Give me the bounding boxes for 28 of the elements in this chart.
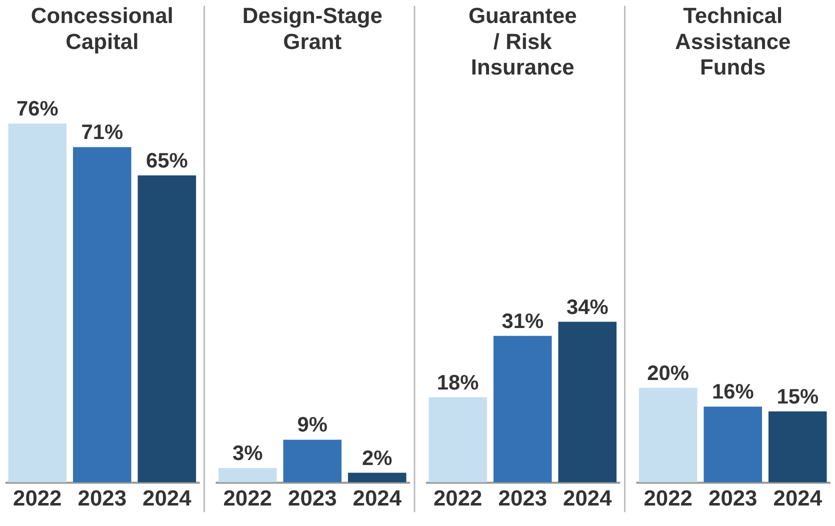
data-label: 31% — [502, 310, 544, 333]
data-label: 3% — [232, 442, 264, 466]
chart-title: Design-Stage Grant — [242, 2, 382, 54]
x-tick-label: 2022 — [223, 486, 272, 511]
x-tick-label: 2023 — [708, 486, 758, 511]
x-tick-label: 2023 — [498, 486, 547, 511]
x-tick-label: 2024 — [142, 486, 192, 511]
data-label: 2% — [362, 446, 393, 470]
x-tick-label: 2024 — [773, 486, 823, 511]
chart-title: Technical Assistance Funds — [675, 2, 791, 80]
data-label: 18% — [436, 371, 480, 394]
x-tick-label: 2022 — [13, 486, 62, 511]
data-label: 20% — [647, 362, 690, 385]
data-label: 34% — [566, 296, 609, 319]
data-label: 9% — [297, 414, 328, 437]
chart-title: Guarantee / Risk Insurance — [468, 2, 577, 80]
chart-title: Concessional Capital — [30, 2, 174, 54]
data-label: 76% — [16, 98, 59, 121]
x-tick-label: 2024 — [563, 486, 613, 511]
data-label: 15% — [776, 385, 819, 408]
x-tick-label: 2023 — [78, 486, 126, 511]
x-tick-label: 2022 — [433, 486, 482, 511]
data-label: 16% — [712, 380, 754, 404]
data-label: 65% — [146, 149, 188, 172]
data-label: 71% — [81, 121, 124, 144]
x-tick-label: 2023 — [288, 486, 337, 511]
x-tick-label: 2022 — [644, 486, 692, 511]
x-tick-label: 2024 — [352, 486, 402, 511]
